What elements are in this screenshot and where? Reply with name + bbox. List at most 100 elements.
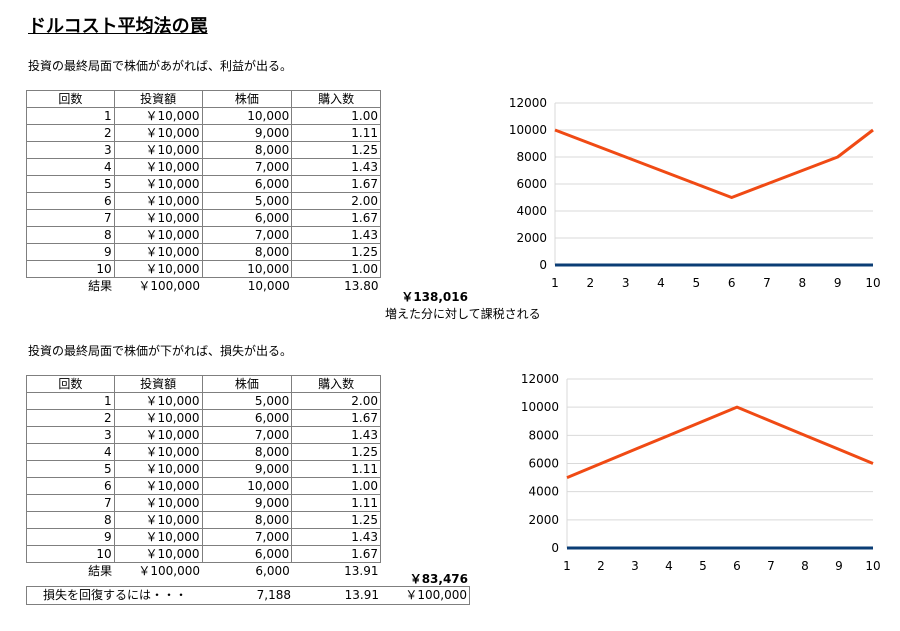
x-tick-label: 10 [865, 276, 880, 290]
x-tick-label: 5 [699, 559, 707, 573]
x-tick-label: 1 [551, 276, 559, 290]
cell-price: 6,000 [201, 545, 293, 563]
x-tick-label: 3 [622, 276, 630, 290]
x-tick-label: 7 [763, 276, 771, 290]
header-qty: 購入数 [291, 90, 381, 108]
cell-qty: 1.67 [291, 209, 381, 227]
series-line-price [566, 405, 874, 479]
cell-qty: 1.43 [291, 158, 381, 176]
table-row: 10 ￥10,000 6,000 1.67 [26, 545, 381, 563]
table-header-row: 回数 投資額 株価 購入数 [26, 90, 381, 108]
y-tick-label: 6000 [516, 177, 547, 191]
summary-label: 結果 [88, 279, 113, 293]
table-row: 6 ￥10,000 10,000 1.00 [26, 477, 381, 495]
table-row: 5 ￥10,000 6,000 1.67 [26, 175, 381, 193]
x-tick-label: 3 [631, 559, 639, 573]
summary-amount: ￥100,000 [138, 564, 201, 578]
cell-amount: ￥10,000 [113, 209, 203, 227]
cell-count: 9 [26, 528, 115, 546]
header-amount: 投資額 [113, 90, 203, 108]
header-price: 株価 [201, 375, 293, 393]
recovery-row: 損失を回復するには・・・ 7,188 13.91 ￥100,000 [26, 586, 470, 605]
x-tick-label: 6 [728, 276, 736, 290]
recovery-label: 損失を回復するには・・・ [43, 588, 188, 602]
table-row: 7 ￥10,000 6,000 1.67 [26, 209, 381, 227]
cell-amount: ￥10,000 [113, 226, 203, 244]
cell-amount: ￥10,000 [113, 392, 203, 410]
summary-qty: 13.91 [344, 564, 379, 578]
x-tick-label: 2 [597, 559, 605, 573]
header-count: 回数 [26, 90, 115, 108]
table-row: 4 ￥10,000 7,000 1.43 [26, 158, 381, 176]
summary-price: 6,000 [255, 564, 290, 578]
cell-price: 9,000 [201, 124, 293, 142]
y-tick-label: 4000 [528, 485, 559, 499]
cell-amount: ￥10,000 [113, 260, 203, 278]
summary-value-bottom: ￥83,476 [409, 572, 468, 586]
cell-price: 7,000 [201, 158, 293, 176]
cell-qty: 1.25 [291, 511, 381, 529]
x-tick-label: 8 [801, 559, 809, 573]
summary-amount: ￥100,000 [138, 279, 201, 293]
cell-count: 5 [26, 460, 115, 478]
cell-count: 1 [26, 392, 115, 410]
y-tick-label: 8000 [516, 150, 547, 164]
cell-price: 8,000 [201, 141, 293, 159]
cell-qty: 1.67 [291, 409, 381, 427]
table-row: 9 ￥10,000 8,000 1.25 [26, 243, 381, 261]
cell-amount: ￥10,000 [113, 528, 203, 546]
cell-price: 6,000 [201, 175, 293, 193]
cell-price: 8,000 [201, 243, 293, 261]
chart-rising-end: 0 2000 4000 6000 8000 10000 12000 1 2 3 4 5 6 7 8 9 10 [509, 96, 881, 290]
cell-qty: 1.25 [291, 243, 381, 261]
table-row: 10 ￥10,000 10,000 1.00 [26, 260, 381, 278]
cell-count: 3 [26, 141, 115, 159]
cell-count: 9 [26, 243, 115, 261]
table-row: 2 ￥10,000 6,000 1.67 [26, 409, 381, 427]
recovery-qty: 13.91 [344, 588, 379, 602]
cell-qty: 1.25 [291, 141, 381, 159]
summary-value-top: ￥138,016 [401, 290, 468, 304]
x-tick-label: 5 [693, 276, 701, 290]
cell-price: 6,000 [201, 409, 293, 427]
recovery-value: ￥100,000 [405, 588, 467, 602]
summary-qty: 13.80 [344, 279, 379, 293]
cell-qty: 1.25 [291, 443, 381, 461]
table-row: 7 ￥10,000 9,000 1.11 [26, 494, 381, 512]
y-tick-label: 12000 [521, 372, 559, 386]
header-qty: 購入数 [291, 375, 381, 393]
y-tick-label: 8000 [528, 428, 559, 442]
cell-amount: ￥10,000 [113, 192, 203, 210]
y-tick-label: 12000 [509, 96, 547, 110]
x-tick-label: 2 [587, 276, 595, 290]
page-title: ドルコスト平均法の罠 [28, 16, 208, 37]
series-line-price [554, 128, 874, 199]
table-top: 回数 投資額 株価 購入数 1 ￥10,000 10,000 1.00 2 ￥10,000… [26, 90, 381, 294]
cell-amount: ￥10,000 [113, 141, 203, 159]
table-row: 8 ￥10,000 8,000 1.25 [26, 511, 381, 529]
cell-count: 7 [26, 209, 115, 227]
cell-price: 10,000 [201, 477, 293, 495]
cell-amount: ￥10,000 [113, 511, 203, 529]
cell-count: 2 [26, 124, 115, 142]
cell-qty: 1.00 [291, 477, 381, 495]
cell-price: 10,000 [201, 260, 293, 278]
cell-amount: ￥10,000 [113, 477, 203, 495]
cell-count: 1 [26, 107, 115, 125]
cell-amount: ￥10,000 [113, 124, 203, 142]
cell-price: 7,000 [201, 226, 293, 244]
cell-amount: ￥10,000 [113, 545, 203, 563]
cell-price: 7,000 [201, 426, 293, 444]
header-count: 回数 [26, 375, 115, 393]
cell-qty: 1.11 [291, 460, 381, 478]
cell-price: 10,000 [201, 107, 293, 125]
note-profit: 投資の最終局面で株価があがれば、利益が出る。 [28, 59, 293, 73]
header-price: 株価 [201, 90, 293, 108]
cell-qty: 1.43 [291, 426, 381, 444]
y-tick-label: 10000 [521, 400, 559, 414]
x-tick-label: 7 [767, 559, 775, 573]
cell-count: 10 [26, 545, 115, 563]
cell-price: 5,000 [201, 392, 293, 410]
x-tick-label: 9 [835, 559, 843, 573]
cell-price: 5,000 [201, 192, 293, 210]
